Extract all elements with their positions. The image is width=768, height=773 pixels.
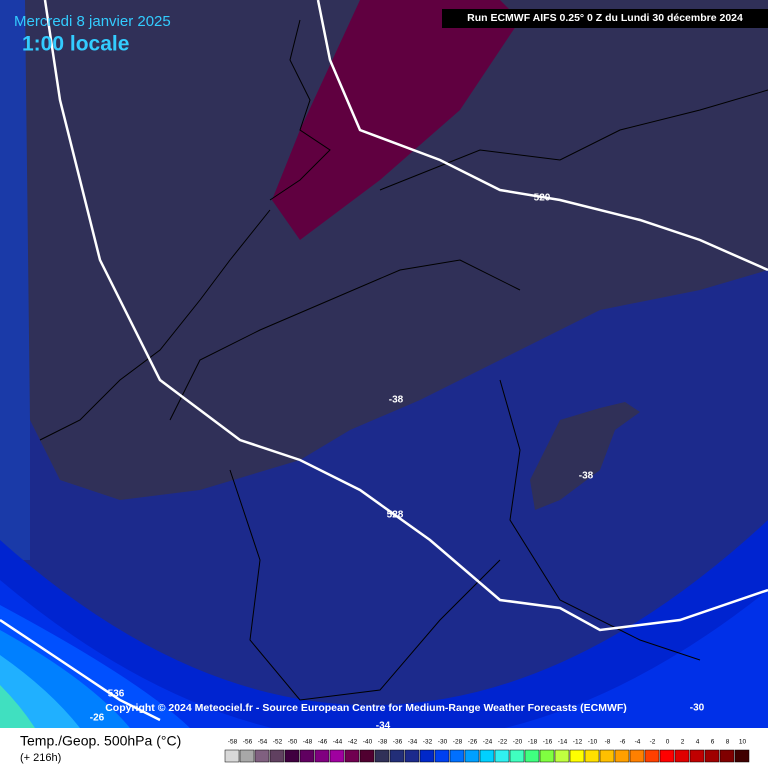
contour-label: 528 [387,510,404,521]
scale-swatch [674,749,690,763]
scale-swatch [374,749,390,763]
scale-swatch [644,749,660,763]
scale-label: -12 [573,739,583,746]
contour-label: -34 [376,721,391,732]
scale-swatch [659,749,675,763]
scale-label: -2 [650,739,656,746]
scale-swatch [329,749,345,763]
scale-label: -44 [333,739,343,746]
band [0,520,768,728]
scale-swatch [494,749,510,763]
scale-swatch [734,749,750,763]
contour-label: -38 [389,395,404,406]
scale-swatch [554,749,570,763]
scale-swatch [404,749,420,763]
scale-label: -18 [528,739,538,746]
scale-swatch [539,749,555,763]
scale-swatch [524,749,540,763]
scale-swatch [689,749,705,763]
contour-label: -38 [579,471,594,482]
scale-label: -48 [303,739,313,746]
scale-label: -56 [243,739,253,746]
contour-label: 520 [534,193,551,204]
scale-swatch [314,749,330,763]
scale-label: -38 [378,739,388,746]
scale-label: -58 [228,739,238,746]
scale-label: -6 [620,739,626,746]
scale-label: -50 [288,739,298,746]
scale-label: -14 [558,739,568,746]
scale-swatch [224,749,240,763]
scale-swatch [254,749,270,763]
scale-label: -16 [543,739,553,746]
scale-label: -10 [588,739,598,746]
scale-swatch [434,749,450,763]
scale-swatch [359,749,375,763]
scale-label: 6 [711,739,715,746]
scale-label: -46 [318,739,328,746]
scale-swatch [599,749,615,763]
scale-label: 4 [696,739,700,746]
scale-label: -32 [423,739,433,746]
run-info: Run ECMWF AIFS 0.25° 0 Z du Lundi 30 déc… [467,12,743,24]
borders [39,19,768,701]
scale-label: -8 [605,739,611,746]
cold-region [25,0,768,500]
band [0,580,768,743]
scale-label: -42 [348,739,358,746]
scale-label: 8 [726,739,730,746]
scale-swatch [269,749,285,763]
copyright: Copyright © 2024 Meteociel.fr - Source E… [105,702,627,714]
scale-label: -24 [483,739,493,746]
scale-swatch [509,749,525,763]
scale-label: -52 [273,739,283,746]
parameter: Temp./Geop. 500hPa (°C) [20,733,181,749]
time: 1:00 locale [22,33,129,56]
scale-swatch [419,749,435,763]
scale-swatch [719,749,735,763]
scale-label: -28 [453,739,463,746]
cold-patch [530,402,640,510]
scale-swatch [629,749,645,763]
scale-swatch [479,749,495,763]
scale-swatch [704,749,720,763]
scale-label: 2 [681,739,685,746]
scale-label: -20 [513,739,523,746]
coldest-region [272,0,520,240]
scale-label: -54 [258,739,268,746]
scale-label: -22 [498,739,508,746]
scale-label: -30 [438,739,448,746]
scale-swatch [584,749,600,763]
isohypses [0,0,768,722]
scale-swatch [449,749,465,763]
scale-label: -36 [393,739,403,746]
run-box [442,9,768,28]
date: Mercredi 8 janvier 2025 [14,13,171,30]
scale-label: -4 [635,739,641,746]
scale-label: 10 [739,739,747,746]
lead-time: (+ 216h) [20,752,61,764]
scale-swatch [239,749,255,763]
scale-swatch [569,749,585,763]
scale-swatch [464,749,480,763]
contour-label: 536 [108,689,125,700]
scale-swatch [284,749,300,763]
scale-swatch [299,749,315,763]
scale-label: 0 [666,739,670,746]
scale-swatch [614,749,630,763]
band [0,685,35,728]
left-band [0,0,30,560]
contour-label: -30 [690,703,705,714]
contour-label: -26 [90,713,105,724]
scale-swatch [344,749,360,763]
scale-label: -34 [408,739,418,746]
scale-label: -40 [363,739,373,746]
scale-swatch [389,749,405,763]
scale-label: -26 [468,739,478,746]
